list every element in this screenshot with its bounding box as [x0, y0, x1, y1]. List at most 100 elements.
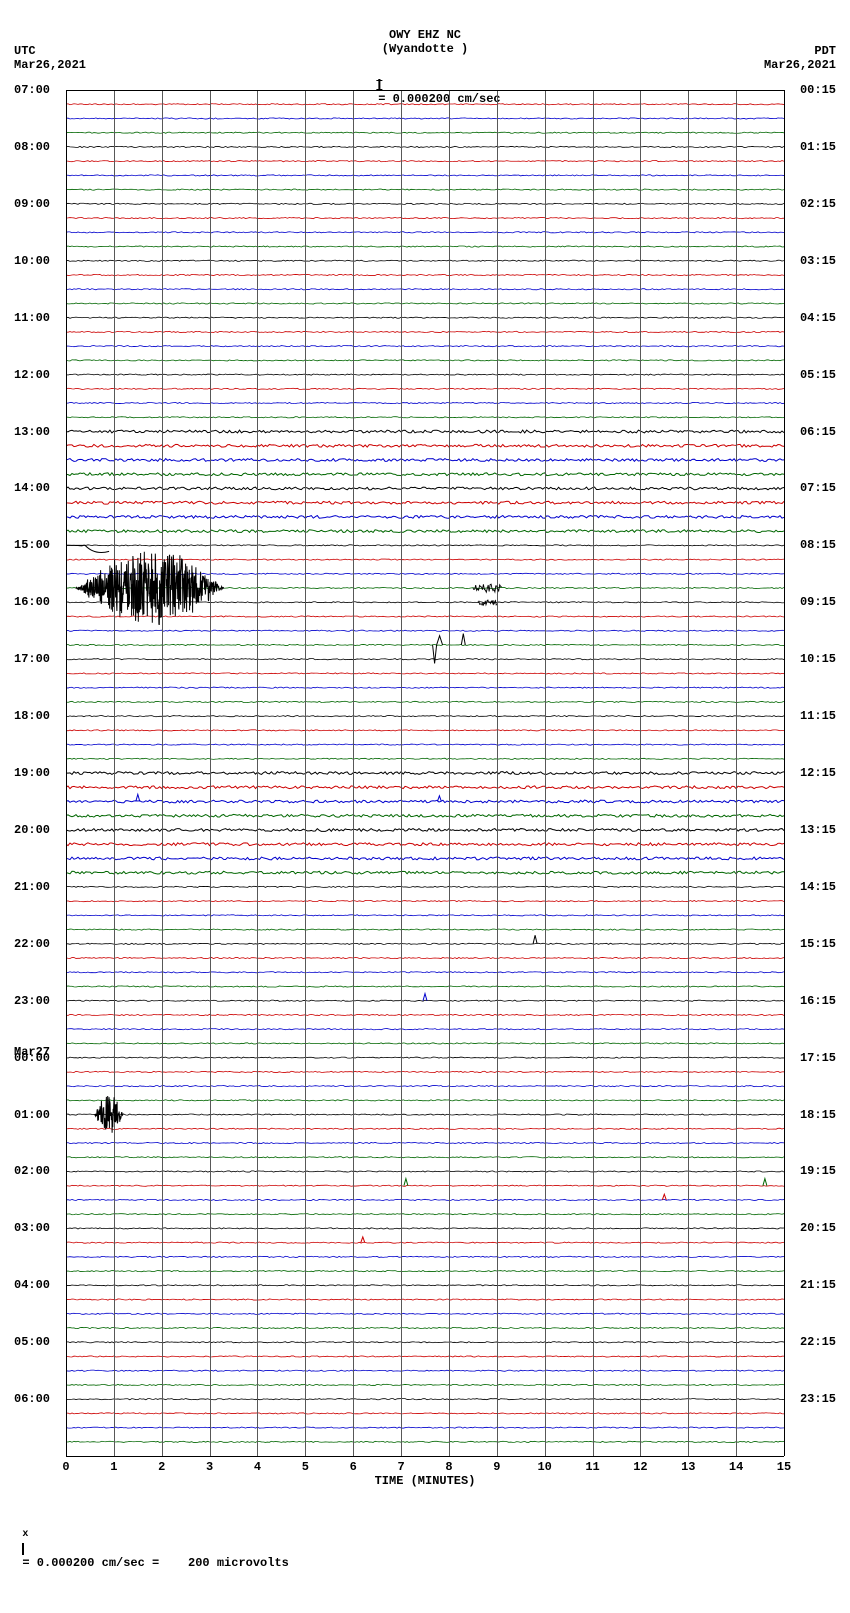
- utc-hour-label: 07:00: [14, 83, 50, 97]
- utc-hour-label: 04:00: [14, 1278, 50, 1292]
- x-axis-title: TIME (MINUTES): [375, 1474, 476, 1488]
- trace-row: [66, 360, 784, 361]
- utc-hour-label: 08:00: [14, 140, 50, 154]
- seismic-spike: [136, 794, 140, 801]
- trace-row: [66, 1171, 784, 1172]
- trace-row: [66, 260, 784, 261]
- trace-row: [66, 1142, 784, 1143]
- trace-row: [66, 317, 784, 318]
- seismic-spike: [763, 1179, 767, 1186]
- x-tick-label: 2: [158, 1460, 165, 1474]
- seismic-smallburst: [478, 600, 497, 605]
- utc-hour-label: 15:00: [14, 538, 50, 552]
- trace-row: [66, 232, 784, 233]
- utc-hour-label: 05:00: [14, 1335, 50, 1349]
- trace-row: [66, 1242, 784, 1243]
- trace-row: [66, 602, 784, 603]
- right-date: Mar26,2021: [764, 58, 836, 72]
- trace-row: [66, 1413, 784, 1414]
- utc-hour-label: 03:00: [14, 1221, 50, 1235]
- x-tick-label: 7: [397, 1460, 404, 1474]
- trace-row: [66, 175, 784, 176]
- trace-row: [66, 118, 784, 119]
- pdt-hour-label: 04:15: [800, 311, 836, 325]
- utc-hour-label: 18:00: [14, 709, 50, 723]
- trace-row: [66, 132, 784, 133]
- trace-row: [66, 1313, 784, 1314]
- trace-row: [66, 673, 784, 674]
- seismic-spike: [361, 1237, 365, 1243]
- trace-row: [66, 758, 784, 759]
- event-layer: [66, 90, 784, 1516]
- seismic-spike: [423, 994, 427, 1001]
- trace-row: [66, 730, 784, 731]
- x-tick-label: 0: [62, 1460, 69, 1474]
- trace-row: [66, 402, 784, 403]
- trace-row: [66, 487, 784, 490]
- grid-vertical: [210, 90, 211, 1456]
- trace-row: [66, 687, 784, 688]
- pdt-hour-label: 01:15: [800, 140, 836, 154]
- utc-block: UTC Mar26,2021: [14, 44, 86, 72]
- seismic-spike: [533, 935, 537, 944]
- trace-row: [66, 886, 784, 887]
- trace-row: [66, 274, 784, 275]
- utc-hour-label: 01:00: [14, 1108, 50, 1122]
- utc-hour-label: 17:00: [14, 652, 50, 666]
- footer: x = 0.000200 cm/sec = 200 microvolts: [8, 1512, 850, 1570]
- seismic-spike: [461, 634, 465, 645]
- trace-row: [66, 772, 784, 775]
- pdt-hour-label: 20:15: [800, 1221, 836, 1235]
- trace-row: [66, 430, 784, 433]
- pdt-hour-label: 19:15: [800, 1164, 836, 1178]
- pdt-hour-label: 12:15: [800, 766, 836, 780]
- pdt-hour-label: 18:15: [800, 1108, 836, 1122]
- frame-v: [66, 90, 67, 1456]
- footer-text: = 0.000200 cm/sec = 200 microvolts: [22, 1556, 288, 1570]
- trace-row: [66, 1057, 784, 1058]
- trace-row: [66, 104, 784, 105]
- utc-hour-label: 19:00: [14, 766, 50, 780]
- frame-v: [784, 90, 785, 1456]
- trace-row: [66, 1270, 784, 1271]
- utc-hour-label: 16:00: [14, 595, 50, 609]
- trace-row: [66, 1029, 784, 1030]
- pdt-hour-label: 07:15: [800, 481, 836, 495]
- grid-vertical: [257, 90, 258, 1456]
- frame-h: [66, 90, 784, 91]
- utc-hour-label: 02:00: [14, 1164, 50, 1178]
- utc-hour-label: 21:00: [14, 880, 50, 894]
- trace-row: [66, 644, 784, 645]
- trace-row: [66, 1014, 784, 1015]
- frame-h: [66, 1456, 784, 1457]
- trace-row: [66, 829, 784, 832]
- utc-hour-label: 00:00: [14, 1051, 50, 1065]
- trace-row: [66, 1086, 784, 1087]
- pdt-hour-label: 05:15: [800, 368, 836, 382]
- trace-row: [66, 915, 784, 916]
- trace-row: [66, 1228, 784, 1229]
- station-line2: (Wyandotte ): [382, 42, 468, 56]
- trace-row: [66, 1199, 784, 1200]
- grid-vertical: [640, 90, 641, 1456]
- trace-row: [66, 814, 784, 817]
- trace-row: [66, 744, 784, 745]
- x-tick-label: 11: [585, 1460, 599, 1474]
- trace-row: [66, 986, 784, 987]
- utc-hour-label: 23:00: [14, 994, 50, 1008]
- pdt-hour-label: 21:15: [800, 1278, 836, 1292]
- trace-layer: [66, 90, 784, 1516]
- pdt-hour-label: 13:15: [800, 823, 836, 837]
- trace-row: [66, 972, 784, 973]
- trace-row: [66, 1256, 784, 1257]
- trace-row: [66, 800, 784, 803]
- grid-vertical: [497, 90, 498, 1456]
- grid-vertical: [353, 90, 354, 1456]
- trace-row: [66, 444, 784, 447]
- grid-vertical: [593, 90, 594, 1456]
- x-tick-label: 9: [493, 1460, 500, 1474]
- utc-hour-label: 09:00: [14, 197, 50, 211]
- pdt-hour-label: 10:15: [800, 652, 836, 666]
- trace-row: [66, 1128, 784, 1129]
- x-tick-label: 4: [254, 1460, 261, 1474]
